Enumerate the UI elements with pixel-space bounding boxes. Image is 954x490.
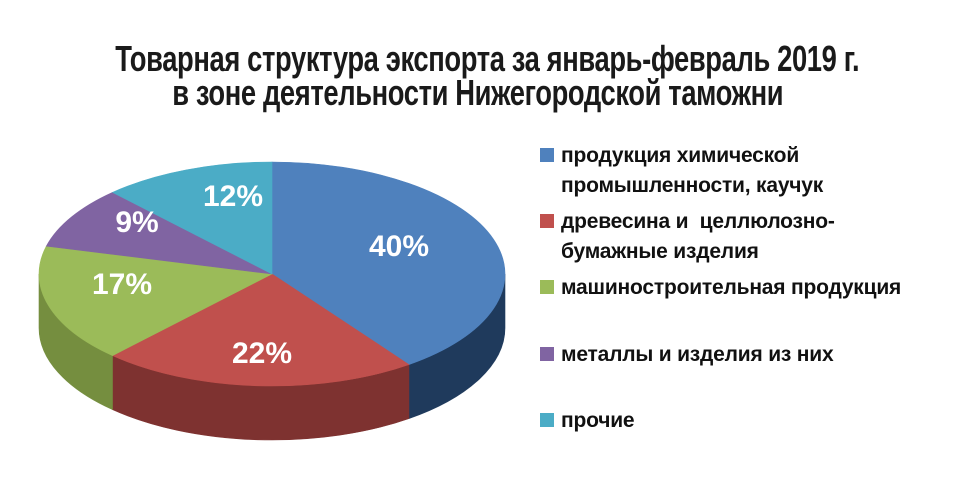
legend-label-line: прочие xyxy=(561,408,635,432)
legend-item-label: продукция химической промышленности, кауч… xyxy=(561,141,823,201)
pie-slice-0 xyxy=(271,161,506,365)
legend-label-line: машиностроительная продукция xyxy=(561,276,902,300)
legend-item-label: машиностроительная продукция xyxy=(561,273,901,303)
chart-title: Товарная структура экспорта за январь-фе… xyxy=(115,38,860,113)
legend-item-3: металлы и изделия из них xyxy=(540,340,834,370)
legend-swatch-icon xyxy=(540,214,554,229)
pie-data-label: 12% xyxy=(203,180,263,213)
legend-item-1: древесина и целлюлозно-бумажные изделия xyxy=(540,207,835,267)
chart-title-line-2: в зоне деятельности Нижегородской таможн… xyxy=(172,72,784,113)
legend-swatch-icon xyxy=(540,280,554,295)
pie-slice-1 xyxy=(111,273,410,387)
pie-data-label: 22% xyxy=(232,337,292,370)
legend-label-line: древесина и целлюлозно- xyxy=(561,210,835,234)
legend-label-line: промышленности, каучук xyxy=(561,174,824,197)
pie-slice-3 xyxy=(45,192,273,275)
legend-item-label: древесина и целлюлозно-бумажные изделия xyxy=(561,207,835,267)
chart-title-line-1: Товарная структура экспорта за январь-фе… xyxy=(115,38,860,79)
legend-item-4: прочие xyxy=(540,406,635,436)
legend-swatch-icon xyxy=(540,148,554,162)
pie-data-label: 9% xyxy=(115,206,158,239)
pie-slice-4 xyxy=(111,161,273,275)
pie-slice-2 xyxy=(38,245,274,356)
pie-data-label: 17% xyxy=(92,268,152,301)
legend-swatch-icon xyxy=(540,346,554,361)
legend-label-line: металлы и изделия из них xyxy=(561,342,834,366)
legend-item-label: прочие xyxy=(561,406,635,436)
legend-label-line: продукция химической xyxy=(561,144,800,167)
legend-item-2: машиностроительная продукция xyxy=(540,273,901,303)
legend-item-0: продукция химической промышленности, кауч… xyxy=(540,141,823,201)
legend: продукция химической промышленности, кауч… xyxy=(540,0,948,490)
pie-data-label: 40% xyxy=(369,230,429,263)
legend-label-line: бумажные изделия xyxy=(561,240,759,264)
legend-item-label: металлы и изделия из них xyxy=(561,340,834,370)
legend-swatch-icon xyxy=(540,412,554,427)
